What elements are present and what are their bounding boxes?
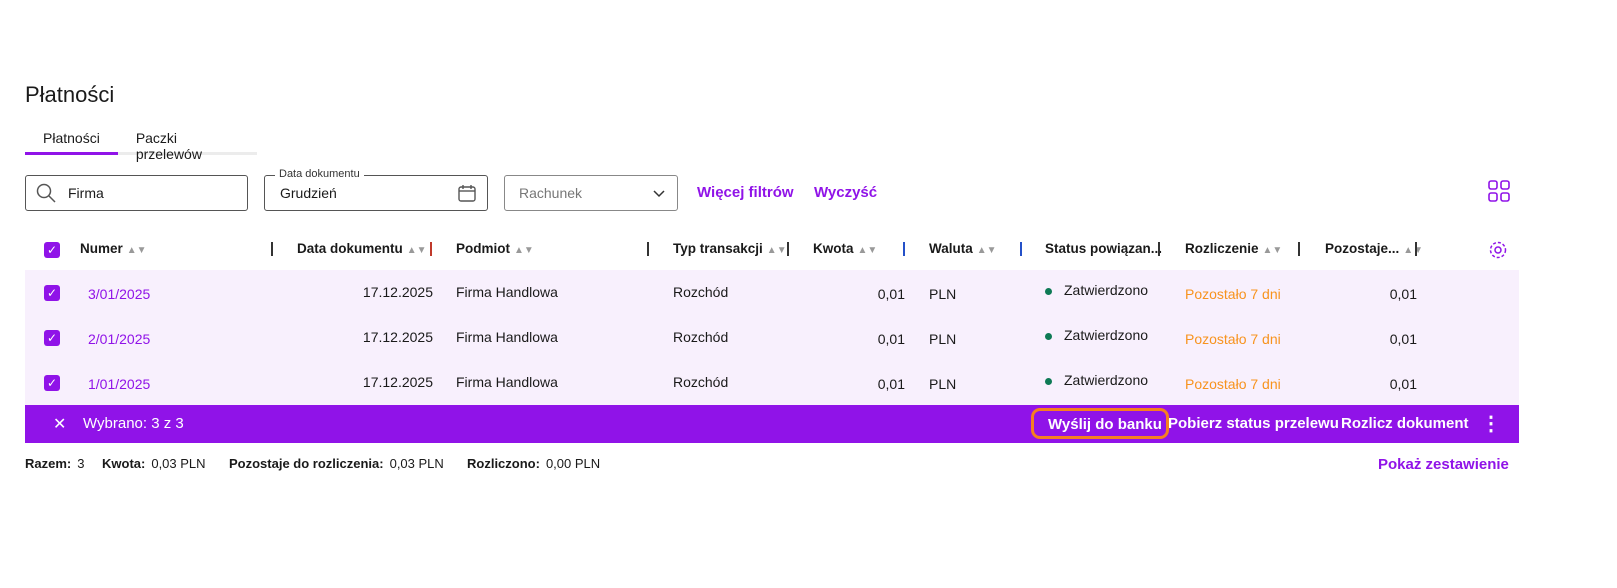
sort-icon: ▲▼ xyxy=(514,245,534,256)
select-all-checkbox[interactable]: ✓ xyxy=(44,242,60,258)
column-header-status[interactable]: Status powiązan... xyxy=(1045,241,1163,256)
settle-document-button[interactable]: Rozlicz dokument xyxy=(1341,415,1469,432)
column-resize-handle[interactable] xyxy=(1158,242,1160,256)
status-dot-icon xyxy=(1045,377,1052,385)
row-checkbox[interactable]: ✓ xyxy=(44,330,60,346)
column-header-type[interactable]: Typ transakcji ▲▼ xyxy=(673,241,787,256)
row-checkbox[interactable]: ✓ xyxy=(44,285,60,301)
column-header-settlement[interactable]: Rozliczenie ▲▼ xyxy=(1185,241,1283,256)
currency: PLN xyxy=(929,286,957,302)
grid-view-icon[interactable] xyxy=(1488,180,1510,202)
amount: 0,01 xyxy=(877,376,905,392)
show-summary-link[interactable]: Pokaż zestawienie xyxy=(1378,456,1509,473)
column-resize-handle[interactable] xyxy=(430,242,432,256)
settlement-status: Pozostało 7 dni xyxy=(1185,331,1281,347)
status-dot-icon xyxy=(1045,332,1052,340)
selected-count: Wybrano: 3 z 3 xyxy=(83,415,184,432)
transaction-type: Rozchód xyxy=(673,374,729,390)
currency: PLN xyxy=(929,331,957,347)
get-transfer-status-button[interactable]: Pobierz status przelewu xyxy=(1168,415,1339,432)
currency: PLN xyxy=(929,376,957,392)
settlement-status: Pozostało 7 dni xyxy=(1185,376,1281,392)
entity: Firma Handlowa xyxy=(456,374,558,390)
table-row[interactable] xyxy=(25,360,1519,405)
selection-action-bar: ✕ Wybrano: 3 z 3 Wyślij do banku Pobierz… xyxy=(25,405,1519,443)
column-header-date[interactable]: Data dokumentu ▲▼ xyxy=(297,241,427,256)
sort-icon: ▲▼ xyxy=(1262,245,1283,256)
sort-icon: ▲▼ xyxy=(126,245,147,256)
column-resize-handle[interactable] xyxy=(271,242,273,256)
amount: 0,01 xyxy=(877,331,905,347)
sort-icon: ▲▼ xyxy=(857,245,878,256)
search-icon xyxy=(36,183,56,203)
link-status: Zatwierdzono xyxy=(1045,327,1148,343)
sort-icon: ▲▼ xyxy=(406,245,427,256)
column-header-amount[interactable]: Kwota ▲▼ xyxy=(813,241,878,256)
column-header-entity[interactable]: Podmiot ▲▼ xyxy=(456,241,534,256)
close-icon[interactable]: ✕ xyxy=(53,416,67,433)
search-input[interactable]: Firma xyxy=(25,175,248,211)
link-status: Zatwierdzono xyxy=(1045,282,1148,298)
footer-amount: Kwota: 0,03 PLN xyxy=(102,456,206,471)
document-date: 17.12.2025 xyxy=(362,329,433,345)
chevron-down-icon xyxy=(653,190,665,198)
transaction-type: Rozchód xyxy=(673,329,729,345)
account-placeholder: Rachunek xyxy=(519,185,583,201)
page-title: Płatności xyxy=(25,82,115,107)
document-date: 17.12.2025 xyxy=(362,374,433,390)
send-to-bank-button[interactable]: Wyślij do banku xyxy=(1031,408,1169,439)
footer-remaining: Pozostaje do rozliczenia: 0,03 PLN xyxy=(229,456,444,471)
table-row[interactable] xyxy=(25,270,1519,315)
more-options-icon[interactable]: ⋮ xyxy=(1481,413,1501,435)
document-number-link[interactable]: 1/01/2025 xyxy=(88,376,151,392)
status-dot-icon xyxy=(1045,287,1052,295)
transaction-type: Rozchód xyxy=(673,284,729,300)
amount: 0,01 xyxy=(877,286,905,302)
clear-filters-link[interactable]: Wyczyść xyxy=(814,184,878,201)
date-field[interactable]: Data dokumentu Grudzień xyxy=(264,168,488,211)
sort-icon: ▲▼ xyxy=(766,245,787,256)
column-resize-handle[interactable] xyxy=(1415,242,1417,256)
column-header-remaining[interactable]: Pozostaje... ▲▼ xyxy=(1325,241,1424,256)
column-resize-handle[interactable] xyxy=(787,242,789,256)
more-filters-link[interactable]: Więcej filtrów xyxy=(697,184,794,201)
remaining-amount: 0,01 xyxy=(1389,376,1417,392)
column-resize-handle[interactable] xyxy=(647,242,649,256)
calendar-icon[interactable] xyxy=(457,183,477,203)
document-date: 17.12.2025 xyxy=(362,284,433,300)
tabs: Płatności Paczki przelewów xyxy=(25,126,257,162)
sort-icon: ▲▼ xyxy=(1403,245,1424,256)
date-field-label: Data dokumentu xyxy=(275,168,364,180)
table-row[interactable] xyxy=(25,315,1519,360)
remaining-amount: 0,01 xyxy=(1389,286,1417,302)
search-value: Firma xyxy=(68,185,104,201)
column-resize-handle[interactable] xyxy=(903,242,905,256)
column-header-number[interactable]: Numer ▲▼ xyxy=(80,241,147,256)
sort-icon: ▲▼ xyxy=(976,245,997,256)
document-number-link[interactable]: 3/01/2025 xyxy=(88,286,151,302)
column-header-currency[interactable]: Waluta ▲▼ xyxy=(929,241,997,256)
date-value: Grudzień xyxy=(280,185,337,201)
tab-transfer-packages[interactable]: Paczki przelewów xyxy=(135,130,202,162)
document-number-link[interactable]: 2/01/2025 xyxy=(88,331,151,347)
account-select[interactable]: Rachunek xyxy=(504,175,678,211)
column-resize-handle[interactable] xyxy=(1020,242,1022,256)
row-checkbox[interactable]: ✓ xyxy=(44,375,60,391)
footer-total: Razem: 3 xyxy=(25,456,85,471)
entity: Firma Handlowa xyxy=(456,329,558,345)
link-status: Zatwierdzono xyxy=(1045,372,1148,388)
gear-icon[interactable] xyxy=(1488,240,1508,260)
footer-settled: Rozliczono: 0,00 PLN xyxy=(467,456,601,471)
remaining-amount: 0,01 xyxy=(1389,331,1417,347)
tab-payments[interactable]: Płatności xyxy=(25,126,118,155)
settlement-status: Pozostało 7 dni xyxy=(1185,286,1281,302)
entity: Firma Handlowa xyxy=(456,284,558,300)
column-resize-handle[interactable] xyxy=(1298,242,1300,256)
